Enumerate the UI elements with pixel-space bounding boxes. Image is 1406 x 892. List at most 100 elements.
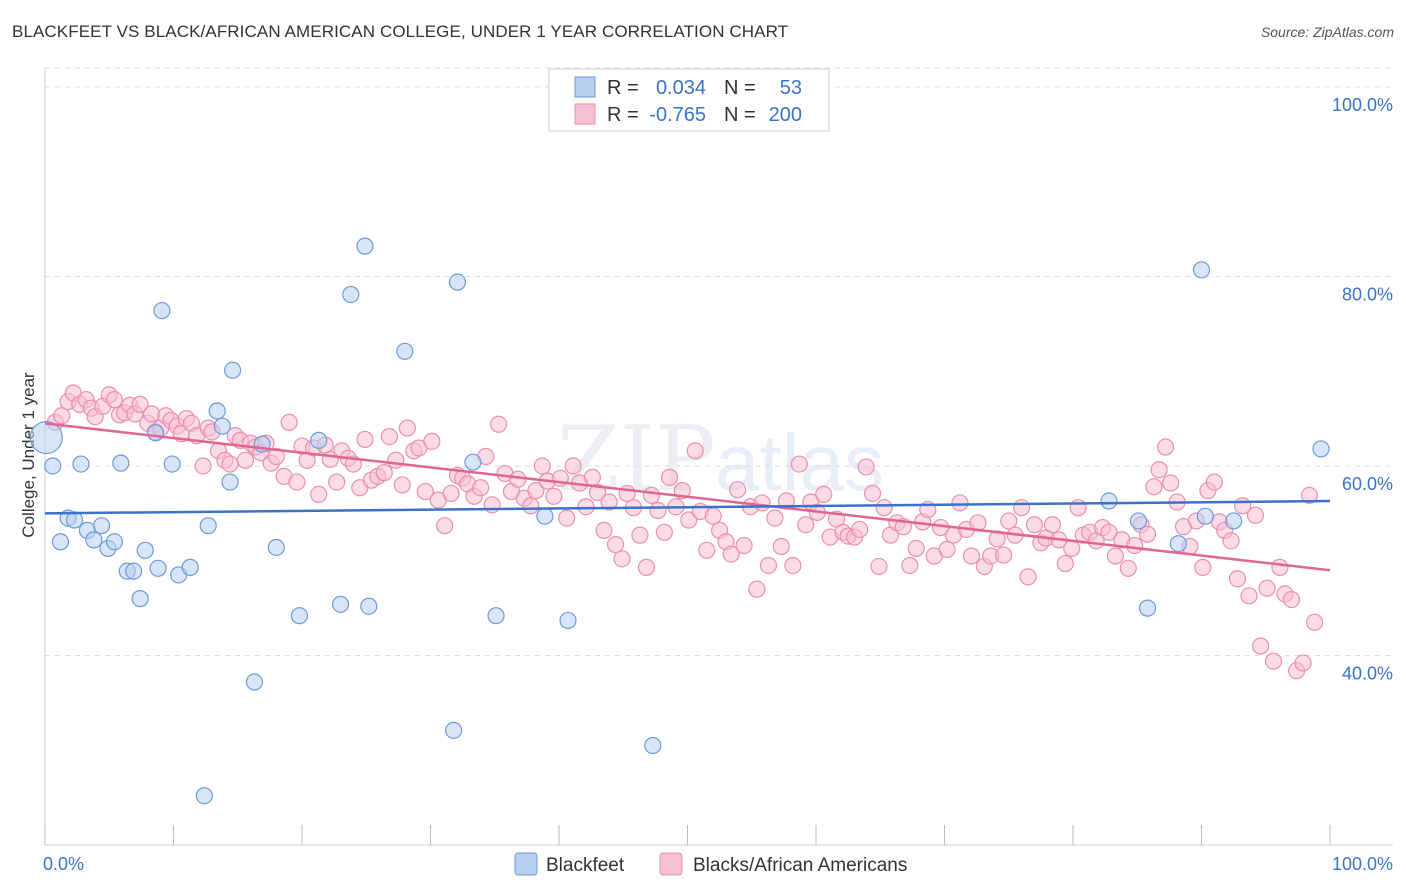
pink-point-205 <box>1271 558 1289 576</box>
pink-point-164 <box>1019 568 1037 586</box>
source-label: Source: ZipAtlas.com <box>1260 24 1394 40</box>
bottom-legend-label-blackfeet: Blackfeet <box>546 855 625 876</box>
y-tick-label-80: 80.0% <box>1342 284 1393 304</box>
pink-point-181 <box>1126 536 1144 555</box>
pink-point-17 <box>143 405 161 423</box>
pink-point-44 <box>288 473 306 491</box>
pink-point-106 <box>660 468 679 486</box>
legend-swatch-blue <box>574 76 596 98</box>
pink-point-84 <box>527 482 545 500</box>
blue-point-49 <box>1192 261 1211 279</box>
pink-point-118 <box>735 536 753 555</box>
bottom-legend-swatch-pink <box>659 852 683 876</box>
pink-point-41 <box>267 447 285 466</box>
blue-series-points <box>29 237 1330 805</box>
blue-point-39 <box>448 273 467 291</box>
pink-point-183 <box>1138 525 1157 543</box>
blue-point-11 <box>112 454 130 472</box>
pink-point-203 <box>1258 579 1276 597</box>
blue-point-5 <box>72 455 90 473</box>
pink-point-155 <box>962 547 981 565</box>
blue-point-42 <box>536 507 554 525</box>
pink-point-93 <box>583 468 602 486</box>
pink-point-102 <box>637 558 655 576</box>
pink-point-104 <box>649 501 667 520</box>
pink-point-184 <box>1145 478 1163 496</box>
pink-point-124 <box>772 537 790 556</box>
legend-n-label-2: N = <box>724 104 756 126</box>
pink-point-180 <box>1119 559 1137 577</box>
pink-point-56 <box>356 430 374 449</box>
legend-r-value-1: 0.034 <box>656 77 706 99</box>
pink-point-145 <box>901 556 919 575</box>
y-axis-label: College, Under 1 year <box>19 372 38 538</box>
pink-point-140 <box>870 557 888 576</box>
pink-point-67 <box>423 432 441 450</box>
blue-point-25 <box>213 417 231 435</box>
pink-point-194 <box>1205 473 1223 491</box>
pink-point-97 <box>606 536 625 554</box>
pink-point-121 <box>753 494 771 512</box>
pink-point-32 <box>221 455 239 473</box>
blue-point-46 <box>1129 512 1148 530</box>
legend-n-value-1: 53 <box>780 77 802 99</box>
legend-r-label-2: R = <box>607 104 639 126</box>
pink-point-51 <box>328 473 346 491</box>
pink-point-10 <box>105 391 123 409</box>
legend-n-value-2: 200 <box>769 104 802 126</box>
x-tick-label-max: 100.0% <box>1332 854 1393 874</box>
blue-point-35 <box>356 237 374 255</box>
pink-point-78 <box>490 415 508 433</box>
blue-point-14 <box>131 590 149 608</box>
pink-point-117 <box>729 481 747 499</box>
pink-point-90 <box>564 457 582 475</box>
blue-point-23 <box>199 517 217 535</box>
blue-point-33 <box>331 595 350 613</box>
pink-point-202 <box>1252 637 1270 655</box>
blue-point-13 <box>125 562 143 580</box>
pink-point-163 <box>1012 499 1031 517</box>
blue-point-37 <box>396 342 414 360</box>
blue-point-15 <box>136 541 154 559</box>
pink-point-95 <box>595 521 613 540</box>
pink-point-83 <box>522 497 540 515</box>
blue-point-41 <box>487 607 505 625</box>
pink-point-35 <box>236 451 255 469</box>
y-tick-label-100: 100.0% <box>1332 95 1393 115</box>
blue-point-24 <box>208 402 226 420</box>
pink-trend-line <box>44 422 1331 572</box>
pink-point-110 <box>686 442 704 460</box>
blue-point-30 <box>267 538 285 557</box>
blue-point-21 <box>181 558 199 576</box>
blue-point-32 <box>310 431 328 449</box>
blue-point-43 <box>559 611 577 630</box>
x-tick-label-min: 0.0% <box>43 854 84 874</box>
pink-point-96 <box>600 493 618 511</box>
pink-point-63 <box>398 419 416 437</box>
x-axis-ticks <box>44 825 1331 845</box>
grid-lines <box>45 67 1393 656</box>
pink-point-186 <box>1156 438 1175 456</box>
pink-point-209 <box>1294 654 1312 672</box>
pink-point-123 <box>766 509 784 527</box>
pink-point-126 <box>784 556 802 575</box>
blue-point-1 <box>44 457 62 475</box>
blue-point-38 <box>445 721 463 739</box>
blue-point-40 <box>464 453 482 471</box>
blue-point-44 <box>644 736 662 755</box>
pink-point-178 <box>1106 547 1125 565</box>
pink-point-101 <box>631 526 649 544</box>
pink-point-146 <box>907 539 925 558</box>
pink-point-75 <box>472 479 490 497</box>
pink-point-69 <box>436 517 454 535</box>
pink-point-198 <box>1228 570 1247 588</box>
bottom-legend: Blackfeet Blacks/African Americans <box>514 852 907 876</box>
pink-point-161 <box>1000 512 1018 530</box>
blue-point-50 <box>1196 507 1214 525</box>
pink-point-160 <box>995 546 1013 564</box>
pink-point-103 <box>642 486 661 504</box>
blue-point-16 <box>146 424 165 442</box>
pink-point-171 <box>1063 539 1081 558</box>
pink-point-187 <box>1162 474 1180 492</box>
pink-point-122 <box>759 556 778 575</box>
